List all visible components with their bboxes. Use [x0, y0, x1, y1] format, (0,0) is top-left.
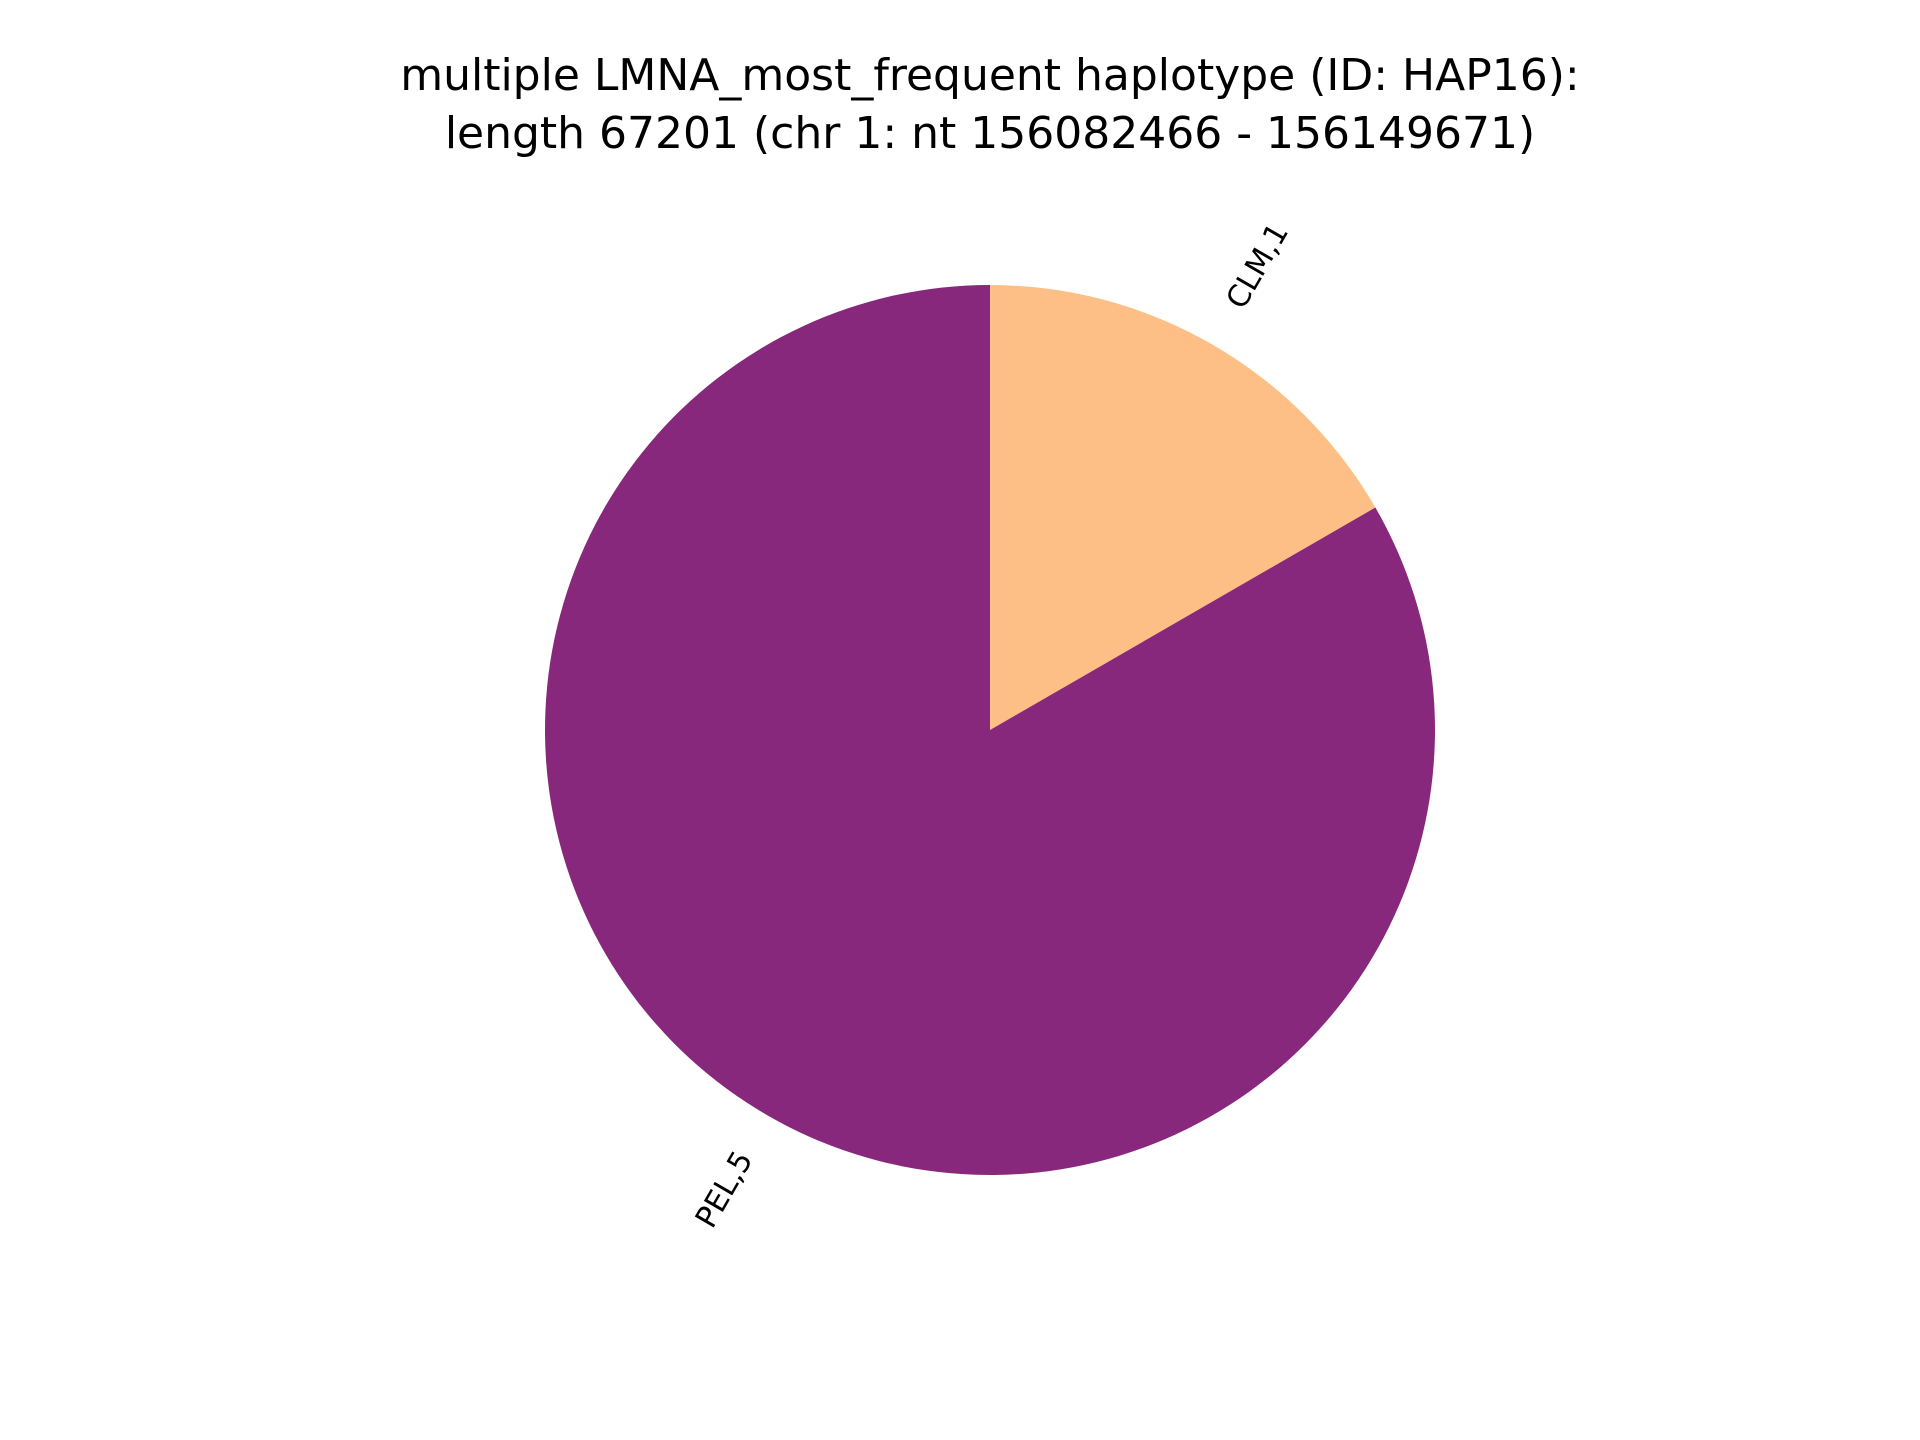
pie-slice-clm — [990, 285, 1376, 730]
chart-subtitle: length 67201 (chr 1: nt 156082466 - 1561… — [445, 108, 1535, 159]
pie-slices — [545, 285, 1436, 1175]
chart-title: multiple LMNA_most_frequent haplotype (I… — [400, 50, 1580, 101]
pie-slice-pel — [545, 285, 1436, 1175]
